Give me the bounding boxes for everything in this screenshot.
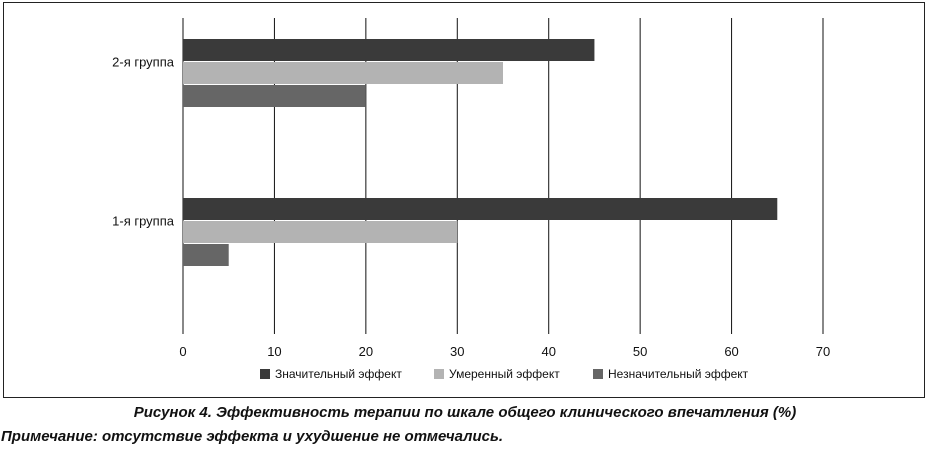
x-tick-label: 60 bbox=[724, 344, 738, 359]
figure-caption: Рисунок 4. Эффективность терапии по шкал… bbox=[133, 404, 797, 421]
category-label: 2-я группа bbox=[112, 55, 175, 70]
figure-note: Примечание: отсутствие эффекта и ухудшен… bbox=[1, 428, 504, 445]
x-axis-ticks: 0 10 20 30 40 50 60 70 bbox=[179, 344, 830, 359]
x-tick-label: 50 bbox=[633, 344, 647, 359]
legend-label: Умеренный эффект bbox=[449, 367, 560, 381]
bar-chart: 0 10 20 30 40 50 60 70 2-я группа 1-я группа Зна… bbox=[112, 18, 830, 381]
category-labels: 2-я группа 1-я группа bbox=[112, 55, 175, 229]
x-tick-label: 30 bbox=[450, 344, 464, 359]
category-label: 1-я группа bbox=[112, 214, 175, 229]
x-tick-label: 40 bbox=[541, 344, 555, 359]
chart-frame: 0 10 20 30 40 50 60 70 2-я группа 1-я группа Зна… bbox=[3, 2, 925, 398]
bar bbox=[183, 198, 778, 220]
bar bbox=[183, 39, 595, 61]
legend: Значительный эффект Умеренный эффект Незна… bbox=[260, 367, 749, 381]
legend-label: Незначительный эффект bbox=[608, 367, 749, 381]
legend-swatch bbox=[593, 369, 603, 379]
bar bbox=[183, 85, 366, 107]
legend-label: Значительный эффект bbox=[275, 367, 402, 381]
x-tick-label: 70 bbox=[816, 344, 830, 359]
bar bbox=[183, 244, 229, 266]
legend-swatch bbox=[434, 369, 444, 379]
bar bbox=[183, 62, 503, 84]
x-tick-label: 0 bbox=[179, 344, 186, 359]
legend-swatch bbox=[260, 369, 270, 379]
bar bbox=[183, 221, 458, 243]
bars bbox=[183, 39, 778, 266]
x-tick-label: 20 bbox=[359, 344, 373, 359]
x-tick-label: 10 bbox=[267, 344, 281, 359]
